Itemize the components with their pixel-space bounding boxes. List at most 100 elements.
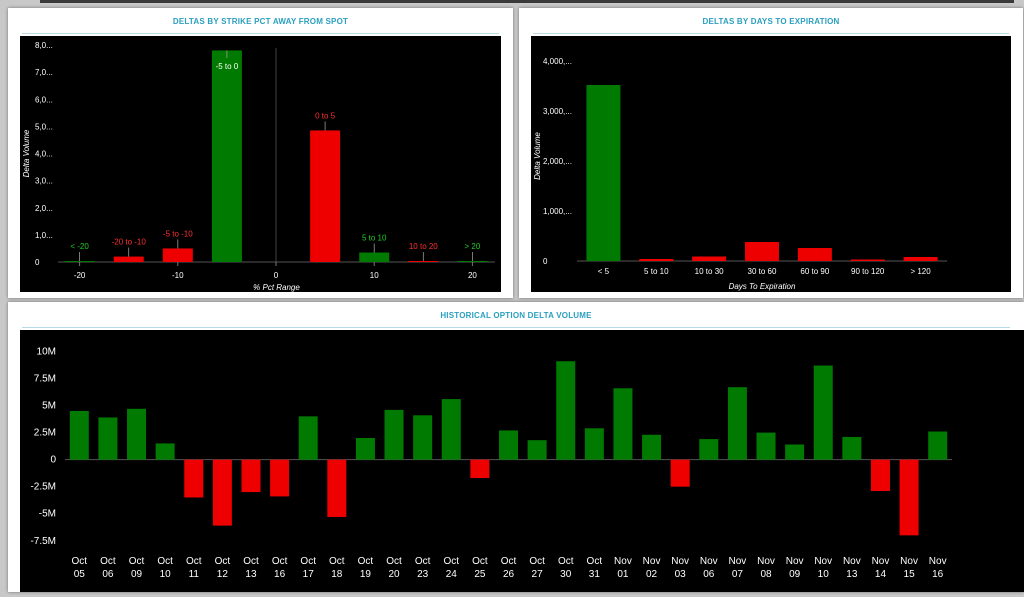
x-tick-month: Nov (757, 556, 775, 567)
bar (797, 248, 832, 261)
x-tick-day: 08 (760, 569, 772, 580)
x-tick-label: 30 to 60 (748, 267, 777, 276)
x-tick-month: Nov (900, 556, 918, 567)
strike-chart-area: 0 1,0... 2,0... 3,0... 4,0... 5,0... 6,0... 7,0… (20, 36, 501, 292)
x-tick-day: 16 (932, 569, 944, 580)
x-tick-label: 10 to 30 (695, 267, 724, 276)
bar (527, 440, 547, 460)
x-tick-label: -20 (74, 271, 86, 280)
bar (298, 416, 318, 460)
bar (162, 248, 193, 262)
bar (470, 459, 490, 479)
x-tick-label: < 5 (598, 267, 610, 276)
bar (699, 439, 719, 460)
x-tick-day: 01 (617, 569, 629, 580)
x-tick-label: 90 to 120 (851, 267, 885, 276)
y-tick-label: 7.5M (34, 374, 56, 385)
bar (642, 434, 662, 460)
bar (241, 459, 261, 493)
y-tick-label: 1,000,... (543, 207, 572, 216)
strike-panel-title: DELTAS BY STRIKE PCT AWAY FROM SPOT (172, 17, 349, 26)
x-tick-month: Oct (100, 556, 116, 567)
y-tick-label: 3,0... (35, 177, 53, 186)
bar (113, 256, 144, 262)
x-tick-month: Nov (814, 556, 832, 567)
y-axis-label: Delta Volume (22, 129, 31, 177)
expiry-title-rule (533, 33, 1009, 34)
data-label: 0 to 5 (315, 111, 336, 120)
bar (457, 261, 488, 262)
x-tick-month: Oct (157, 556, 173, 567)
x-tick-day: 26 (503, 569, 515, 580)
expiry-chart-area: 0 1,000,... 2,000,... 3,000,... 4,000,... < 5… (531, 36, 1011, 292)
x-axis-label: Days To Expiration (729, 282, 796, 291)
x-tick-month: Oct (472, 556, 488, 567)
x-tick-month: Oct (129, 556, 145, 567)
strike-title-rule (22, 33, 499, 34)
top-edge-strip (40, 0, 1014, 3)
expiry-chart: 0 1,000,... 2,000,... 3,000,... 4,000,... < 5… (533, 57, 947, 291)
bar (586, 85, 621, 261)
x-tick-month: Nov (671, 556, 689, 567)
x-tick-label: 60 to 90 (800, 267, 829, 276)
data-label: < -20 (70, 242, 89, 251)
x-tick-month: Nov (643, 556, 661, 567)
bar (870, 459, 890, 492)
data-label: -5 to 0 (216, 62, 239, 71)
x-tick-month: Oct (415, 556, 431, 567)
bar (413, 415, 433, 460)
y-axis-label: Delta Volume (533, 132, 542, 180)
y-tick-label: 4,0... (35, 150, 53, 159)
x-tick-month: Oct (358, 556, 374, 567)
bar (384, 409, 404, 460)
x-tick-day: 16 (274, 569, 286, 580)
bar (327, 459, 347, 517)
x-tick-month: Oct (215, 556, 231, 567)
y-tick-label: 2,000,... (543, 157, 572, 166)
bar (69, 410, 89, 460)
x-tick-day: 11 (189, 569, 200, 580)
y-tick-label: 0 (543, 257, 548, 266)
bar (756, 432, 776, 460)
bar (408, 261, 439, 262)
bar (899, 459, 919, 536)
x-tick-month: Oct (300, 556, 316, 567)
bar (727, 387, 747, 460)
x-tick-label: 10 (370, 271, 379, 280)
history-chart-area: 10M 7.5M 5M 2.5M 0 -2.5M -5M -7.5M Oct 05 Oct 06 Oct… (20, 330, 1024, 592)
bar (785, 444, 805, 460)
bar (98, 417, 118, 460)
bar (355, 438, 375, 460)
data-label: -5 to -10 (163, 229, 193, 238)
x-tick-label: > 120 (910, 267, 931, 276)
x-tick-day: 06 (102, 569, 114, 580)
y-tick-label: 6,0... (35, 95, 53, 104)
x-tick-day: 07 (732, 569, 744, 580)
bar (850, 259, 885, 261)
x-tick-month: Oct (72, 556, 88, 567)
x-tick-month: Nov (843, 556, 861, 567)
y-tick-label: 3,000,... (543, 107, 572, 116)
x-axis-label: % Pct Range (253, 283, 300, 292)
x-tick-month: Nov (700, 556, 718, 567)
x-tick-day: 02 (646, 569, 658, 580)
y-tick-label: 0 (35, 258, 40, 267)
y-tick-label: 2.5M (34, 428, 56, 439)
x-tick-month: Oct (501, 556, 517, 567)
x-tick-day: 09 (131, 569, 143, 580)
y-tick-label: 0 (50, 455, 56, 466)
x-tick-day: 30 (560, 569, 572, 580)
history-panel: HISTORICAL OPTION DELTA VOLUME 10M 7.5M 5M… (8, 302, 1024, 592)
bar (212, 459, 232, 526)
bar (670, 459, 690, 487)
y-tick-label: 7,0... (35, 68, 53, 77)
strike-panel: DELTAS BY STRIKE PCT AWAY FROM SPOT 0 1,0… (8, 8, 513, 298)
y-tick-label: 10M (37, 346, 56, 357)
x-tick-day: 31 (589, 569, 601, 580)
x-tick-month: Oct (529, 556, 545, 567)
x-tick-month: Oct (243, 556, 259, 567)
data-label: > 20 (465, 242, 481, 251)
x-tick-month: Oct (587, 556, 603, 567)
x-tick-day: 10 (818, 569, 830, 580)
history-panel-title: HISTORICAL OPTION DELTA VOLUME (440, 311, 592, 320)
